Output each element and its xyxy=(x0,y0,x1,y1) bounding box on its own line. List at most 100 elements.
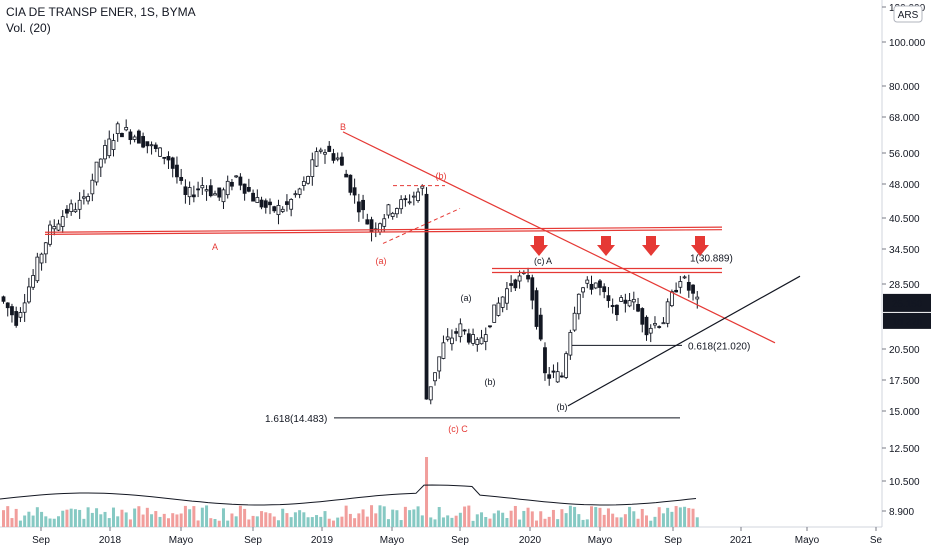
candle xyxy=(280,208,285,212)
volume-bar xyxy=(289,517,293,527)
volume-bar xyxy=(636,518,640,527)
candle xyxy=(631,298,636,303)
volume-bar xyxy=(162,513,166,527)
volume-bar xyxy=(395,510,399,527)
volume-bar xyxy=(687,508,691,527)
candle xyxy=(509,283,514,286)
candle xyxy=(428,386,433,401)
volume-bar xyxy=(293,512,297,527)
volume-bar xyxy=(615,517,619,527)
volume-bar xyxy=(268,513,272,527)
volume-bar xyxy=(590,506,594,527)
volume-bar xyxy=(61,510,65,527)
volume-bar xyxy=(183,505,187,527)
volume-bar xyxy=(260,511,264,527)
currency-badge[interactable] xyxy=(893,5,923,23)
volume-bar xyxy=(73,509,77,527)
last-price-value: 26.150 xyxy=(892,299,923,310)
price-axis[interactable] xyxy=(882,0,932,550)
volume-bar xyxy=(48,518,52,527)
volume-bar xyxy=(386,519,390,527)
volume-bar xyxy=(475,514,479,527)
wave-label-B: B xyxy=(340,122,346,132)
candle xyxy=(242,183,247,194)
volume-bar xyxy=(137,506,141,527)
volume-bar xyxy=(509,510,513,527)
candle xyxy=(94,161,99,183)
volume-bar xyxy=(327,518,331,527)
descending-trendline xyxy=(342,131,776,344)
candle xyxy=(149,144,154,147)
countdown-badge xyxy=(883,312,931,329)
candle xyxy=(124,127,129,131)
candle xyxy=(39,253,44,264)
resistance-arrow-icon xyxy=(530,236,548,256)
candle xyxy=(344,173,349,178)
candle xyxy=(610,305,615,308)
x-tick-label: Mayo xyxy=(795,535,820,546)
candle xyxy=(352,187,357,196)
volume-bar xyxy=(564,513,568,527)
candle xyxy=(191,194,196,198)
candle xyxy=(141,136,146,148)
volume-bar xyxy=(27,511,31,527)
volume-bar xyxy=(205,505,209,527)
candle xyxy=(331,153,336,161)
candle xyxy=(225,180,230,196)
candle xyxy=(530,277,535,301)
candle xyxy=(466,333,471,343)
x-tick-label: Mayo xyxy=(380,535,405,546)
candle xyxy=(682,276,687,279)
volume-bar xyxy=(378,505,382,527)
volume-bar xyxy=(95,508,99,527)
volume-bar xyxy=(234,516,238,527)
volume-bar xyxy=(69,508,73,527)
volume-bar xyxy=(602,514,606,527)
volume-bar xyxy=(103,511,107,527)
wave-label-c-C: (c) C xyxy=(448,424,468,434)
candle xyxy=(437,356,442,372)
candle xyxy=(581,287,585,293)
volume-bar xyxy=(585,519,589,527)
candle xyxy=(35,256,40,282)
candle xyxy=(26,286,31,303)
volume-bar xyxy=(433,519,437,527)
candle xyxy=(18,312,23,318)
candle xyxy=(238,176,243,186)
candle xyxy=(230,181,234,187)
volume-bar xyxy=(344,505,348,527)
candle xyxy=(598,280,602,288)
candle xyxy=(640,308,645,325)
wave-label-b-black: (b) xyxy=(485,377,496,387)
volume-bar xyxy=(374,513,378,527)
candle xyxy=(340,156,344,166)
wave-label-a-red: (a) xyxy=(376,256,387,266)
candle xyxy=(454,331,459,334)
candle xyxy=(462,329,467,332)
candle xyxy=(411,195,416,198)
chart-header: CIA DE TRANSP ENER, 1S, BYMA Vol. (20) xyxy=(6,4,196,36)
volume-bar xyxy=(441,517,445,527)
candle xyxy=(293,193,298,196)
y-tick-label: 20.500 xyxy=(889,345,920,356)
candle xyxy=(162,156,167,159)
candle xyxy=(43,242,48,255)
wave-label-b-black-2: (b) xyxy=(557,402,568,412)
volume-bar xyxy=(670,511,674,527)
wave-label-b-red: (b) xyxy=(436,171,447,181)
volume-bar xyxy=(640,508,644,527)
volume-bar xyxy=(175,514,179,527)
y-tick-label: 56.000 xyxy=(889,149,920,160)
candle xyxy=(636,304,640,312)
candle xyxy=(111,140,116,150)
candle xyxy=(77,199,82,210)
volume-bar xyxy=(315,515,319,527)
volume-bar xyxy=(382,506,386,527)
volume-bar xyxy=(192,506,196,527)
candle xyxy=(441,342,446,359)
volume-bar xyxy=(2,510,5,527)
candle xyxy=(221,189,226,203)
volume-bar xyxy=(111,507,115,527)
volume-bar xyxy=(107,518,111,527)
